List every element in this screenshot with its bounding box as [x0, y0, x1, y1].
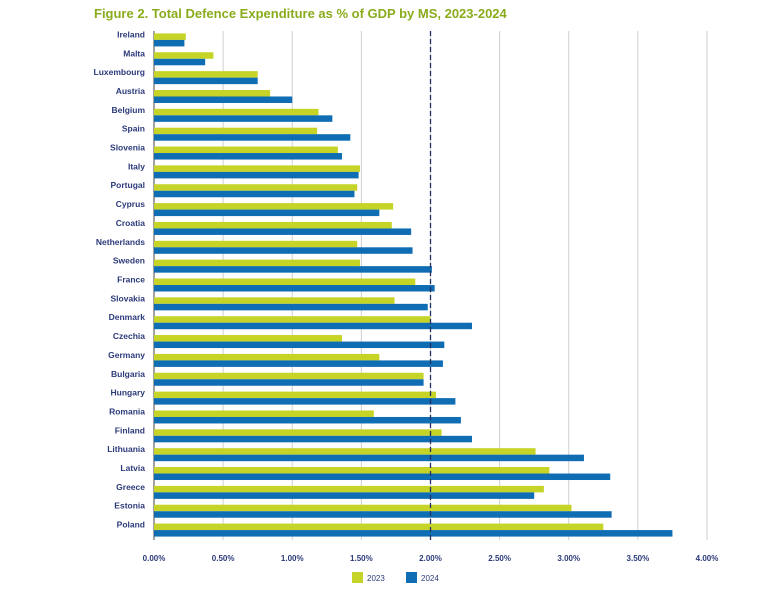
bar-2024 — [154, 303, 428, 311]
chart-title: Figure 2. Total Defence Expenditure as %… — [94, 6, 507, 21]
bar-2024 — [154, 58, 206, 66]
category-label: Croatia — [116, 218, 146, 228]
bar-2023 — [154, 278, 416, 285]
bar-2024 — [154, 492, 535, 499]
category-label: Czechia — [113, 331, 145, 341]
category-label: Cyprus — [116, 199, 146, 209]
category-label: Estonia — [114, 501, 145, 511]
bar-2023 — [154, 485, 544, 493]
legend-swatch-2024 — [406, 572, 417, 583]
category-label: Belgium — [111, 105, 145, 115]
x-tick-label: 4.00% — [696, 554, 719, 563]
category-label: Germany — [108, 350, 145, 360]
bar-2023 — [154, 523, 604, 531]
bar-2024 — [154, 341, 445, 349]
bar-2023 — [154, 353, 380, 361]
bar-2023 — [154, 240, 358, 248]
bar-2023 — [154, 146, 338, 154]
category-label: Luxembourg — [94, 67, 145, 77]
bar-2024 — [154, 435, 472, 443]
bar-2024 — [154, 190, 355, 198]
bar-2024 — [154, 171, 359, 179]
bar-2024 — [154, 153, 343, 160]
bar-2023 — [154, 316, 431, 323]
category-label: France — [117, 275, 145, 285]
bar-2024 — [154, 511, 612, 518]
bar-2023 — [154, 372, 424, 380]
x-tick-label: 3.50% — [627, 554, 650, 563]
bar-2024 — [154, 530, 673, 537]
category-label: Malta — [123, 48, 145, 58]
legend-label-2024: 2024 — [421, 574, 439, 583]
bar-2024 — [154, 398, 456, 405]
bar-2024 — [154, 134, 351, 141]
x-tick-label: 2.00% — [419, 554, 442, 563]
bar-2023 — [154, 33, 186, 40]
x-tick-label: 1.50% — [350, 554, 373, 563]
bar-2023 — [154, 127, 318, 135]
category-label: Hungary — [111, 388, 146, 398]
bar-2024 — [154, 96, 293, 103]
category-label: Romania — [109, 406, 145, 416]
bar-2023 — [154, 429, 442, 436]
category-label: Lithuania — [107, 444, 145, 454]
bar-2023 — [154, 184, 358, 191]
category-label: Finland — [115, 425, 145, 435]
x-tick-label: 0.50% — [212, 554, 235, 563]
bar-2023 — [154, 335, 343, 342]
x-tick-label: 2.50% — [488, 554, 511, 563]
category-label: Denmark — [109, 312, 146, 322]
bar-2024 — [154, 416, 461, 424]
bar-2023 — [154, 259, 360, 267]
legend-swatch-2023 — [352, 572, 363, 583]
bar-2024 — [154, 322, 472, 330]
bar-2024 — [154, 247, 413, 254]
bar-2024 — [154, 285, 435, 292]
bar-2023 — [154, 71, 258, 78]
category-label: Portugal — [111, 180, 145, 190]
bar-2023 — [154, 297, 395, 304]
bar-2023 — [154, 108, 319, 116]
category-label: Poland — [117, 520, 145, 530]
category-label: Slovenia — [110, 143, 145, 153]
x-tick-label: 0.00% — [143, 554, 166, 563]
bar-2023 — [154, 52, 214, 59]
category-label: Austria — [116, 86, 146, 96]
bar-2024 — [154, 360, 443, 367]
bar-2023 — [154, 448, 536, 455]
bar-2023 — [154, 410, 374, 417]
bar-2023 — [154, 203, 394, 210]
bar-2024 — [154, 379, 424, 386]
category-label: Greece — [116, 482, 145, 492]
bar-2023 — [154, 467, 550, 474]
category-label: Italy — [128, 161, 145, 171]
bar-2024 — [154, 228, 412, 235]
bar-2024 — [154, 473, 611, 481]
category-label: Sweden — [113, 256, 145, 266]
bar-2023 — [154, 391, 437, 399]
bar-2024 — [154, 115, 333, 122]
bar-2024 — [154, 454, 584, 462]
bar-2023 — [154, 165, 360, 172]
bar-2024 — [154, 266, 432, 273]
x-tick-label: 3.00% — [557, 554, 580, 563]
category-label: Spain — [122, 124, 145, 134]
bar-2023 — [154, 504, 572, 512]
bar-2024 — [154, 77, 258, 85]
bar-2024 — [154, 209, 380, 217]
bar-2023 — [154, 89, 271, 97]
category-label: Ireland — [117, 29, 145, 39]
bar-2023 — [154, 221, 392, 229]
category-label: Netherlands — [96, 237, 145, 247]
category-label: Slovakia — [111, 293, 146, 303]
bar-2024 — [154, 39, 185, 47]
category-label: Latvia — [120, 463, 145, 473]
legend-label-2023: 2023 — [367, 574, 385, 583]
category-label: Bulgaria — [111, 369, 145, 379]
x-tick-label: 1.00% — [281, 554, 304, 563]
